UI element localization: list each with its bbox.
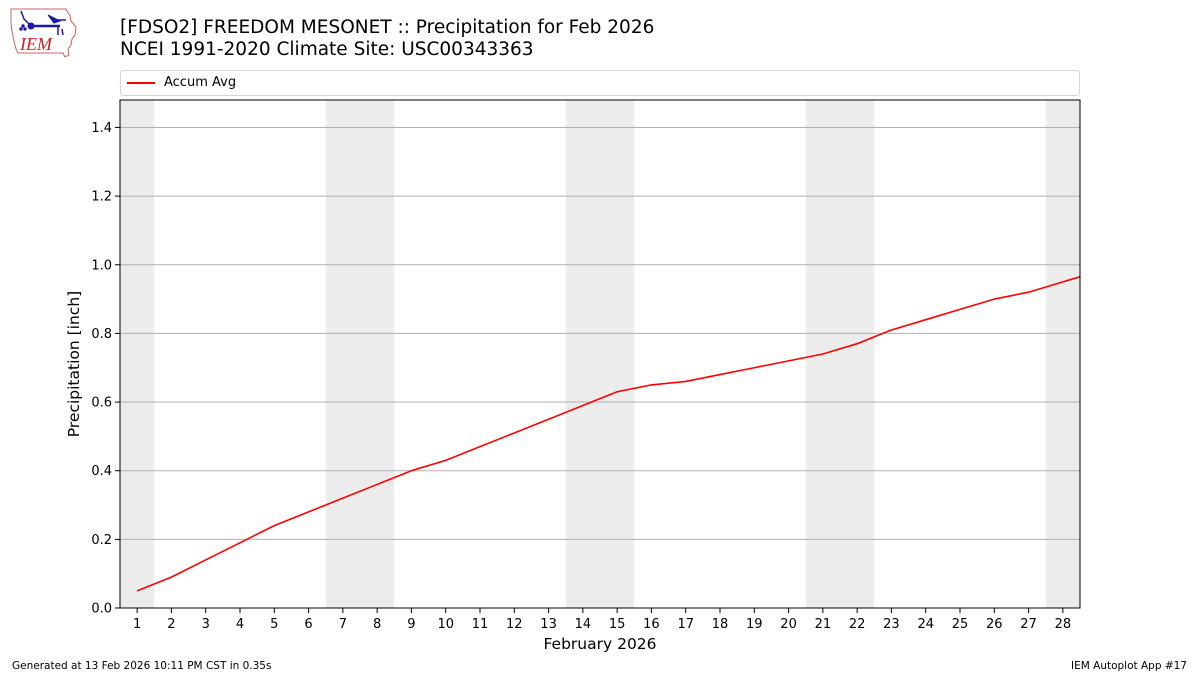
title-line-1: [FDSO2] FREEDOM MESONET :: Precipitation… [120, 17, 655, 38]
y-tick-label: 0.4 [91, 464, 112, 479]
y-tick-label: 0.2 [91, 533, 112, 548]
y-tick-label: 1.4 [91, 121, 112, 136]
weekend-band [565, 100, 635, 608]
weekend-band [805, 100, 875, 608]
legend: Accum Avg [120, 70, 1080, 96]
x-tick-label: 10 [437, 617, 454, 632]
y-axis-label: Precipitation [inch] [65, 291, 83, 437]
x-tick-label: 3 [202, 617, 210, 632]
x-tick-label: 18 [712, 617, 729, 632]
iowa-outline-icon [10, 8, 77, 58]
app-credit: IEM Autoplot App #17 [1071, 660, 1187, 672]
x-tick-label: 22 [849, 617, 866, 632]
weekend-band [325, 100, 395, 608]
iem-logo: IEM [10, 8, 77, 58]
x-tick-label: 25 [952, 617, 969, 632]
x-tick-label: 23 [883, 617, 900, 632]
weekend-band [1045, 100, 1080, 608]
y-gridlines [120, 126, 1080, 540]
x-tick-label: 2 [167, 617, 175, 632]
x-tick-label: 6 [304, 617, 312, 632]
plot-frame [119, 99, 1081, 609]
x-tick-label: 7 [339, 617, 347, 632]
x-tick-label: 24 [917, 617, 934, 632]
x-tick-label: 26 [986, 617, 1003, 632]
y-tick-label: 0.0 [91, 602, 112, 617]
x-tick-label: 19 [746, 617, 763, 632]
y-tick-label: 1.2 [91, 190, 112, 205]
x-tick-label: 5 [270, 617, 278, 632]
x-tick-label: 8 [373, 617, 381, 632]
x-tick-label: 12 [506, 617, 523, 632]
x-tick-label: 11 [472, 617, 489, 632]
series-line-accum-avg [136, 275, 1080, 592]
x-tick-label: 1 [133, 617, 141, 632]
x-tick-label: 20 [780, 617, 797, 632]
legend-swatch-accum-avg [127, 82, 155, 84]
x-tick-label: 15 [609, 617, 626, 632]
generated-timestamp: Generated at 13 Feb 2026 10:11 PM CST in… [12, 660, 272, 672]
x-tick-label: 13 [540, 617, 557, 632]
x-tick-label: 27 [1020, 617, 1037, 632]
x-tick-label: 4 [236, 617, 244, 632]
weather-station-icon [19, 10, 66, 36]
y-tick-label: 0.6 [91, 396, 112, 411]
x-axis-label: February 2026 [543, 635, 656, 653]
x-tick-label: 14 [575, 617, 592, 632]
y-tick-label: 1.0 [91, 258, 112, 273]
logo-text: IEM [19, 34, 53, 54]
chart-title: [FDSO2] FREEDOM MESONET :: Precipitation… [120, 17, 654, 61]
x-tick-label: 28 [1055, 617, 1072, 632]
y-axis: 0.0 0.2 0.4 0.6 0.8 1.0 1.2 1.4 [91, 121, 120, 617]
weekend-shading [120, 100, 1080, 608]
legend-label-accum-avg: Accum Avg [164, 75, 237, 90]
x-tick-label: 17 [677, 617, 694, 632]
x-tick-label: 21 [815, 617, 832, 632]
x-tick-label: 16 [643, 617, 660, 632]
title-line-2: NCEI 1991-2020 Climate Site: USC00343363 [120, 39, 534, 60]
y-tick-label: 0.8 [91, 327, 112, 342]
weekend-band [120, 100, 155, 608]
x-axis: 1 2 3 4 5 6 7 8 9 10 11 12 13 14 15 16 17 18 19 20 21 22 23 24 2… [133, 608, 1071, 632]
x-tick-label: 9 [407, 617, 415, 632]
